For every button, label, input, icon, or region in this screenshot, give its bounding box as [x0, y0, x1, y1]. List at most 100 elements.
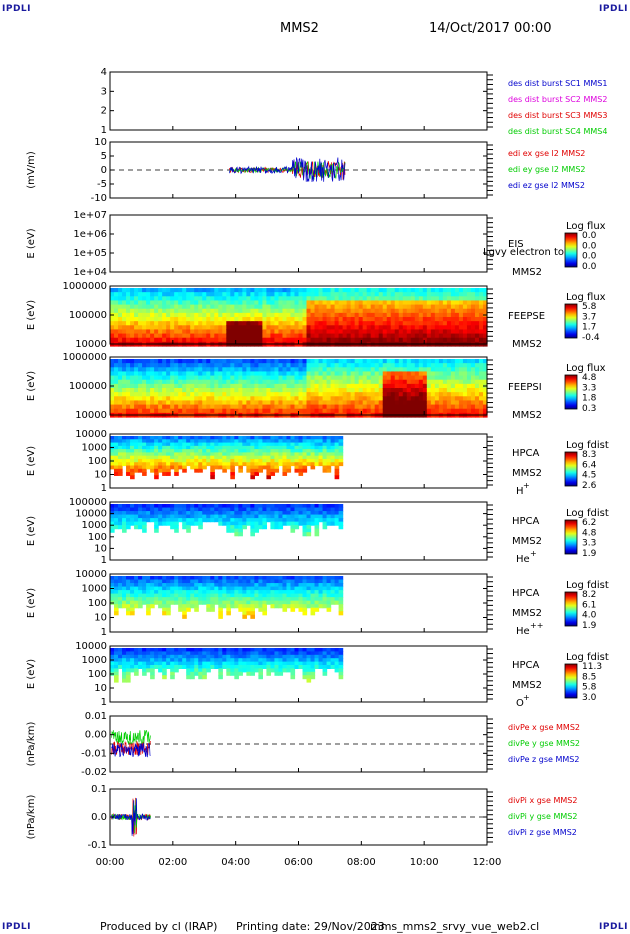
heatmap-cell — [370, 329, 376, 335]
heatmap-cell — [266, 367, 272, 373]
heatmap-cell — [286, 363, 292, 368]
heatmap-cell — [434, 396, 440, 402]
heatmap-cell — [198, 404, 203, 410]
heatmap-cell — [178, 661, 183, 666]
heatmap-cell — [386, 392, 392, 397]
heatmap-cell — [122, 604, 127, 609]
heatmap-cell — [274, 404, 280, 410]
heatmap-cell — [194, 400, 199, 406]
heatmap-cell — [342, 292, 348, 297]
heatmap-cell — [290, 651, 296, 656]
heatmap-cell — [306, 288, 312, 293]
heatmap-cell — [302, 661, 308, 666]
heatmap-cell — [326, 511, 332, 516]
heatmap-cell — [346, 321, 352, 326]
heatmap-cell — [126, 312, 131, 318]
heatmap-cell — [158, 661, 163, 666]
heatmap-cell — [114, 375, 119, 381]
heatmap-cell — [194, 439, 199, 444]
heatmap-cell — [394, 379, 400, 385]
heatmap-cell — [462, 288, 468, 293]
heatmap-cell — [430, 308, 436, 314]
colorbar-tick-label: 0.3 — [582, 404, 596, 414]
heatmap-cell — [170, 288, 175, 293]
heatmap-cell — [202, 288, 207, 293]
heatmap-cell — [262, 521, 268, 526]
heatmap-cell — [118, 304, 123, 310]
heatmap-cell — [190, 597, 195, 602]
heatmap-cell — [142, 579, 147, 584]
heatmap-cell — [118, 651, 123, 656]
heatmap-cell — [178, 458, 183, 463]
heatmap-cell — [170, 455, 175, 460]
heatmap-cell — [310, 607, 316, 612]
heatmap-cell — [410, 288, 416, 293]
heatmap-cell — [258, 661, 263, 666]
heatmap-cell — [222, 651, 227, 656]
heatmap-cell — [274, 504, 280, 509]
heatmap-cell — [270, 404, 276, 410]
heatmap-cell — [238, 458, 243, 463]
heatmap-cell — [218, 654, 223, 659]
heatmap-cell — [410, 404, 416, 410]
heatmap-cell — [410, 321, 416, 326]
heatmap-cell — [418, 304, 424, 310]
heatmap-cell — [286, 333, 292, 339]
heatmap-cell — [286, 507, 292, 512]
heatmap-cell — [338, 455, 344, 460]
heatmap-cell — [242, 518, 247, 523]
heatmap-cell — [166, 604, 171, 609]
heatmap-cell — [190, 408, 195, 414]
heatmap-cell — [438, 400, 444, 406]
heatmap-cell — [322, 292, 328, 297]
heatmap-cell — [374, 388, 380, 393]
heatmap-cell — [350, 383, 356, 389]
heatmap-cell — [174, 507, 179, 512]
heatmap-cell — [282, 367, 288, 373]
heatmap-cell — [210, 408, 215, 414]
heatmap-cell — [450, 396, 456, 402]
heatmap-cell — [118, 514, 123, 519]
heatmap-cell — [202, 304, 207, 310]
heatmap-cell — [222, 576, 227, 581]
heatmap-cell — [318, 576, 324, 581]
heatmap-cell — [274, 579, 280, 584]
heatmap-cell — [122, 325, 127, 331]
heatmap-cell — [370, 312, 376, 318]
heatmap-cell — [334, 583, 340, 588]
heatmap-cell — [230, 600, 235, 605]
heatmap-cell — [190, 452, 195, 457]
heatmap-cell — [230, 367, 235, 373]
heatmap-cell — [374, 304, 380, 310]
heatmap-cell — [210, 333, 215, 339]
heatmap-cell — [242, 665, 247, 669]
heatmap-cell — [282, 452, 288, 457]
heatmap-cell — [466, 329, 472, 335]
heatmap-cell — [230, 312, 235, 318]
heatmap-cell — [314, 400, 320, 406]
heatmap-cell — [302, 304, 308, 310]
heatmap-cell — [278, 312, 284, 318]
instrument-label: EIS — [508, 239, 524, 250]
heatmap-cell — [274, 379, 280, 385]
heatmap-cell — [150, 333, 155, 339]
heatmap-cell — [146, 292, 151, 297]
heatmap-cell — [430, 375, 436, 381]
heatmap-cell — [122, 304, 127, 310]
heatmap-cell — [278, 504, 284, 509]
heatmap-cell — [246, 654, 251, 659]
heatmap-cell — [194, 304, 199, 310]
heatmap-cell — [234, 504, 239, 509]
heatmap-cell — [138, 404, 143, 410]
heatmap-cell — [126, 359, 131, 364]
species-charge: + — [523, 481, 530, 490]
heatmap-cell — [370, 333, 376, 339]
heatmap-cell — [274, 521, 280, 526]
heatmap-cell — [442, 371, 448, 377]
heatmap-cell — [218, 292, 223, 297]
heatmap-cell — [226, 296, 231, 302]
heatmap-cell — [294, 383, 300, 389]
heatmap-cell — [250, 504, 255, 509]
heatmap-cell — [362, 317, 368, 322]
heatmap-cell — [226, 658, 231, 663]
